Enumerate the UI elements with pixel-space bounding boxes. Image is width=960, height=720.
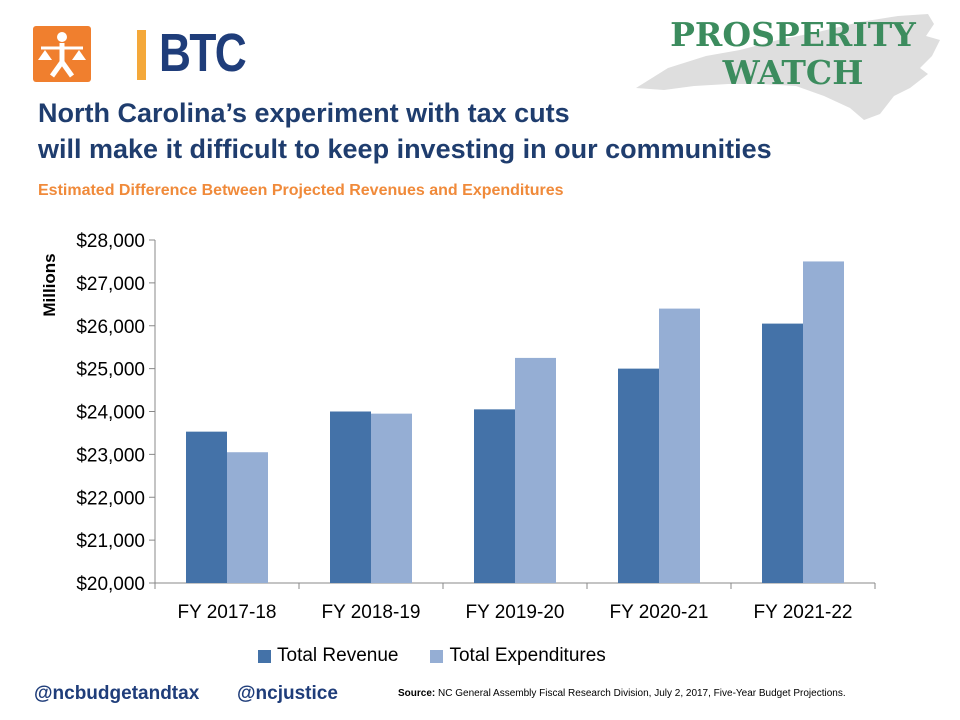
btc-wordmark: BTC bbox=[159, 23, 247, 83]
y-tick-label: $20,000 bbox=[76, 574, 145, 595]
source-label: Source: bbox=[398, 688, 436, 699]
logo-divider-bar bbox=[137, 30, 146, 80]
bar-total-expenditures bbox=[803, 261, 844, 583]
legend-swatch-expenditures bbox=[430, 649, 444, 663]
bar-total-revenue bbox=[186, 431, 227, 583]
legend-label-revenue: Total Revenue bbox=[277, 645, 399, 666]
bar-total-revenue bbox=[330, 411, 371, 583]
y-tick-label: $28,000 bbox=[76, 231, 145, 252]
prosperity-watch-line2: WATCH bbox=[722, 53, 864, 92]
twitter-handle-ncjustice[interactable]: @ncjustice bbox=[237, 683, 338, 704]
source-note: Source: NC General Assembly Fiscal Resea… bbox=[398, 688, 846, 699]
legend-label-expenditures: Total Expenditures bbox=[449, 645, 606, 666]
bar-total-revenue bbox=[762, 323, 803, 583]
y-tick-label: $24,000 bbox=[76, 403, 145, 424]
y-tick-label: $21,000 bbox=[76, 531, 145, 552]
page-title: North Carolina’s experiment with tax cut… bbox=[38, 95, 938, 167]
x-tick-label: FY 2021-22 bbox=[754, 602, 853, 623]
x-tick-label: FY 2019-20 bbox=[466, 602, 565, 623]
twitter-handle-ncbudgetandtax[interactable]: @ncbudgetandtax bbox=[34, 683, 200, 704]
y-tick-label: $25,000 bbox=[76, 360, 145, 381]
y-tick-label: $27,000 bbox=[76, 274, 145, 295]
y-tick-label: $22,000 bbox=[76, 488, 145, 509]
x-tick-label: FY 2018-19 bbox=[322, 602, 421, 623]
chart-title: Estimated Difference Between Projected R… bbox=[38, 182, 564, 199]
bar-total-revenue bbox=[474, 409, 515, 583]
y-tick-label: $26,000 bbox=[76, 317, 145, 338]
page-title-line1: North Carolina’s experiment with tax cut… bbox=[38, 98, 570, 128]
bar-total-expenditures bbox=[227, 452, 268, 583]
prosperity-watch-logo: PROSPERITY WATCH bbox=[658, 16, 928, 92]
bar-total-revenue bbox=[618, 368, 659, 583]
bar-total-expenditures bbox=[659, 308, 700, 583]
chart-legend: Total Revenue Total Expenditures bbox=[258, 644, 606, 668]
x-tick-label: FY 2017-18 bbox=[178, 602, 277, 623]
legend-item-revenue: Total Revenue bbox=[258, 645, 398, 667]
person-scale-icon bbox=[33, 26, 91, 82]
y-tick-label: $23,000 bbox=[76, 445, 145, 466]
page-title-line2: will make it difficult to keep investing… bbox=[38, 134, 772, 164]
x-tick-label: FY 2020-21 bbox=[610, 602, 709, 623]
prosperity-watch-line1: PROSPERITY bbox=[670, 15, 916, 54]
btc-logo: BTC bbox=[33, 23, 247, 84]
bar-total-expenditures bbox=[515, 357, 556, 583]
source-text: NC General Assembly Fiscal Research Divi… bbox=[438, 688, 846, 699]
north-carolina-map-icon bbox=[636, 14, 940, 120]
legend-item-expenditures: Total Expenditures bbox=[430, 645, 606, 667]
bar-total-expenditures bbox=[371, 413, 412, 583]
legend-swatch-revenue bbox=[258, 649, 271, 663]
